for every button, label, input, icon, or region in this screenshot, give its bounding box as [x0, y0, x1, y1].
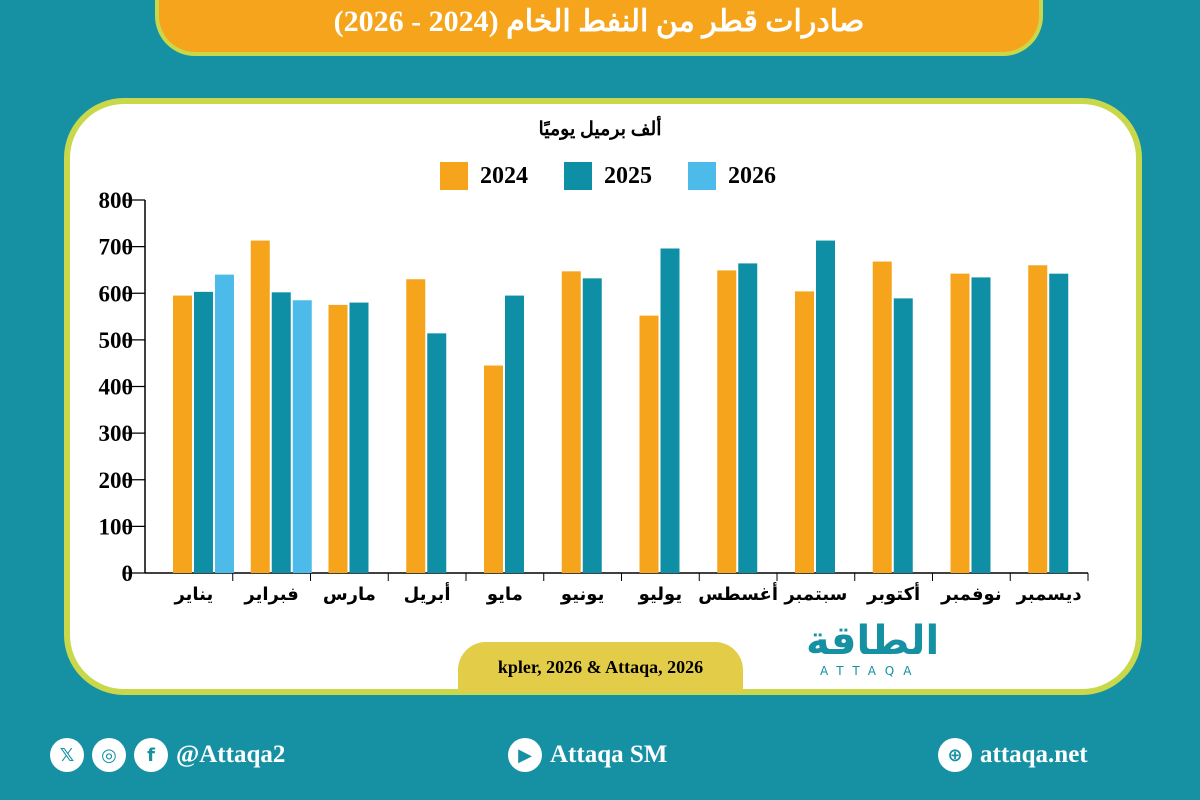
bar-2026-1 [215, 274, 234, 573]
bar-2025-1 [194, 291, 213, 573]
bar-2024-11 [950, 273, 970, 573]
x-tick-label: سبتمبر [783, 584, 847, 605]
y-axis-unit-label: ألف برميل يوميًا [538, 119, 662, 140]
x-tick-label: أكتوبر [866, 582, 920, 605]
bar-2025-11 [971, 277, 991, 573]
legend-label: 2026 [728, 162, 776, 189]
bar-2025-4 [427, 333, 447, 573]
y-tick-label: 400 [99, 375, 134, 400]
bar-2024-10 [872, 261, 892, 573]
x-tick-label: مايو [486, 584, 523, 605]
y-tick-label: 500 [99, 328, 134, 353]
y-tick-label: 600 [99, 281, 134, 306]
x-icon[interactable]: 𝕏 [50, 738, 84, 772]
globe-icon[interactable]: ⊕ [938, 738, 972, 772]
bar-2024-9 [795, 291, 814, 573]
logo-arabic: الطاقة [806, 618, 940, 664]
y-tick-label: 700 [99, 235, 134, 260]
y-tick-label: 0 [122, 561, 134, 586]
website-url[interactable]: attaqa.net [980, 741, 1088, 768]
x-tick-label: يناير [173, 584, 213, 605]
bar-2025-12 [1049, 273, 1069, 573]
website-link: ⊕ attaqa.net [938, 738, 1088, 772]
legend-label: 2025 [604, 162, 652, 189]
legend-swatch [440, 162, 468, 190]
y-tick-label: 800 [99, 188, 134, 213]
attaqa-logo: الطاقة ATTAQA [806, 618, 986, 680]
x-tick-label: يونيو [560, 584, 604, 605]
bar-2025-2 [271, 292, 291, 573]
youtube-icon[interactable]: ▶ [508, 738, 542, 772]
bar-2024-8 [717, 270, 737, 573]
instagram-icon[interactable]: ◎ [92, 738, 126, 772]
x-tick-label: يوليو [638, 584, 682, 605]
bar-2025-8 [738, 263, 758, 573]
facebook-icon[interactable]: f [134, 738, 168, 772]
bar-2024-4 [406, 279, 426, 573]
bar-2026-2 [292, 300, 312, 573]
youtube-handle[interactable]: Attaqa SM [550, 741, 668, 768]
x-tick-label: ديسمبر [1016, 584, 1082, 605]
source-label: kpler, 2026 & Attaqa, 2026 [458, 642, 743, 692]
x-tick-label: أبريل [404, 582, 451, 605]
bar-2024-5 [484, 365, 503, 573]
youtube-link: ▶ Attaqa SM [508, 738, 667, 772]
legend: 2024 2025 2026 [440, 162, 776, 190]
y-tick-label: 200 [99, 468, 134, 493]
x-tick-label: مارس [323, 584, 376, 605]
bar-2024-7 [639, 315, 659, 573]
bar-2024-1 [173, 295, 192, 573]
legend-swatch [564, 162, 592, 190]
x-tick-label: نوفمبر [940, 584, 1001, 605]
bar-2025-10 [893, 298, 913, 573]
bar-2024-3 [328, 304, 348, 573]
legend-item-2024: 2024 [440, 162, 528, 190]
legend-item-2026: 2026 [688, 162, 776, 190]
x-tick-label: فبراير [243, 584, 298, 605]
y-tick-label: 300 [99, 421, 134, 446]
bar-2025-5 [505, 295, 524, 573]
logo-english: ATTAQA [820, 664, 921, 678]
bar-2024-2 [250, 240, 270, 573]
bar-2025-7 [660, 248, 680, 574]
bar-2024-12 [1028, 265, 1048, 573]
social-handle[interactable]: @Attaqa2 [176, 741, 286, 768]
legend-label: 2024 [480, 162, 528, 189]
y-tick-label: 100 [99, 514, 134, 539]
title-banner: صادرات قطر من النفط الخام (2024 - 2026) [155, 0, 1043, 56]
social-links: 𝕏 ◎ f @Attaqa2 [50, 738, 285, 772]
x-tick-label: أغسطس [698, 582, 778, 605]
bar-2025-3 [349, 302, 369, 573]
bar-2025-6 [582, 278, 602, 573]
legend-swatch [688, 162, 716, 190]
page-title: صادرات قطر من النفط الخام (2024 - 2026) [333, 5, 865, 38]
legend-item-2025: 2025 [564, 162, 652, 190]
bar-2025-9 [816, 240, 835, 573]
bar-2024-6 [561, 271, 581, 573]
